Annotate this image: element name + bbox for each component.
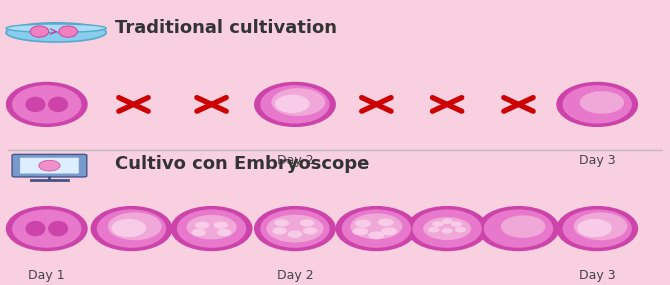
Ellipse shape xyxy=(6,206,88,251)
Ellipse shape xyxy=(6,82,88,127)
Ellipse shape xyxy=(12,85,82,124)
Ellipse shape xyxy=(556,206,638,251)
Ellipse shape xyxy=(177,209,247,248)
Ellipse shape xyxy=(30,26,49,37)
Ellipse shape xyxy=(350,213,403,239)
Ellipse shape xyxy=(381,227,397,235)
Text: Cultivo con Embryoscope: Cultivo con Embryoscope xyxy=(115,155,369,173)
Ellipse shape xyxy=(287,231,302,238)
Ellipse shape xyxy=(48,221,68,236)
Ellipse shape xyxy=(39,160,60,171)
Ellipse shape xyxy=(355,219,371,227)
Ellipse shape xyxy=(406,206,488,251)
Ellipse shape xyxy=(574,212,627,240)
Ellipse shape xyxy=(342,209,411,248)
Ellipse shape xyxy=(192,229,206,236)
Ellipse shape xyxy=(442,218,453,224)
Ellipse shape xyxy=(260,85,330,124)
FancyBboxPatch shape xyxy=(12,154,87,177)
Ellipse shape xyxy=(299,219,314,227)
Ellipse shape xyxy=(271,88,325,116)
Ellipse shape xyxy=(267,215,324,243)
Ellipse shape xyxy=(455,227,466,233)
Ellipse shape xyxy=(563,209,632,248)
Ellipse shape xyxy=(272,227,287,235)
Ellipse shape xyxy=(577,219,612,237)
Ellipse shape xyxy=(90,206,172,251)
Ellipse shape xyxy=(556,82,638,127)
Ellipse shape xyxy=(111,219,146,237)
Ellipse shape xyxy=(303,227,318,235)
Ellipse shape xyxy=(186,215,237,239)
Ellipse shape xyxy=(6,24,106,32)
Ellipse shape xyxy=(108,212,161,240)
Ellipse shape xyxy=(12,209,82,248)
Ellipse shape xyxy=(48,97,68,112)
Ellipse shape xyxy=(378,218,394,226)
Ellipse shape xyxy=(25,97,46,112)
Ellipse shape xyxy=(274,219,289,227)
Ellipse shape xyxy=(413,209,482,248)
Ellipse shape xyxy=(254,206,336,251)
Ellipse shape xyxy=(451,221,462,227)
Ellipse shape xyxy=(6,23,106,42)
Ellipse shape xyxy=(580,91,624,114)
Ellipse shape xyxy=(214,221,228,229)
Text: Day 2: Day 2 xyxy=(277,154,314,167)
Text: Traditional cultivation: Traditional cultivation xyxy=(115,19,337,37)
Ellipse shape xyxy=(428,227,440,233)
Ellipse shape xyxy=(195,221,210,229)
Ellipse shape xyxy=(217,229,232,236)
Ellipse shape xyxy=(59,26,78,37)
Text: Day 3: Day 3 xyxy=(579,154,616,167)
Ellipse shape xyxy=(254,82,336,127)
Ellipse shape xyxy=(501,215,545,238)
Ellipse shape xyxy=(260,209,330,248)
Ellipse shape xyxy=(352,227,368,235)
Ellipse shape xyxy=(478,206,559,251)
Ellipse shape xyxy=(484,209,553,248)
Ellipse shape xyxy=(442,228,453,234)
Ellipse shape xyxy=(563,85,632,124)
FancyBboxPatch shape xyxy=(20,158,79,174)
Ellipse shape xyxy=(336,206,417,251)
Text: Day 3: Day 3 xyxy=(579,269,616,282)
Text: Day 1: Day 1 xyxy=(28,269,65,282)
Ellipse shape xyxy=(171,206,253,251)
Ellipse shape xyxy=(432,221,444,227)
Ellipse shape xyxy=(96,209,166,248)
Text: Day 2: Day 2 xyxy=(277,269,314,282)
Text: Day 1: Day 1 xyxy=(28,154,65,167)
Ellipse shape xyxy=(25,221,46,236)
Ellipse shape xyxy=(369,231,385,239)
Ellipse shape xyxy=(275,95,310,113)
Ellipse shape xyxy=(423,217,471,240)
